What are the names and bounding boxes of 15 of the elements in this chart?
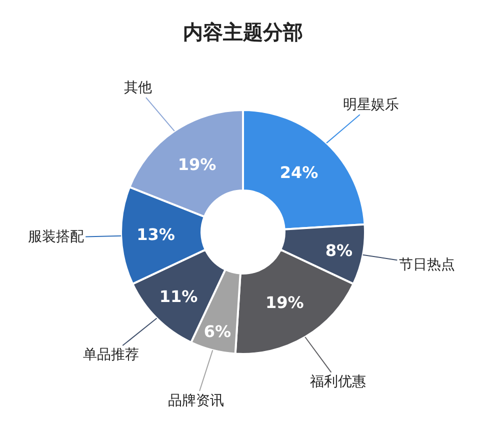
data-label: 19% <box>265 292 304 312</box>
slice-label: 服装搭配 <box>28 229 84 245</box>
slice-label: 品牌资讯 <box>168 393 224 409</box>
slice-label: 节日热点 <box>399 257 455 273</box>
data-label: 19% <box>178 154 216 174</box>
data-label: 6% <box>204 322 232 342</box>
slice-label: 单品推荐 <box>83 347 139 363</box>
slice-label: 明星娱乐 <box>343 97 399 113</box>
slice-label: 其他 <box>124 80 152 96</box>
chart-title: 内容主题分部 <box>183 20 303 44</box>
data-label: 8% <box>325 240 353 260</box>
data-label: 24% <box>280 162 318 182</box>
data-label: 11% <box>159 286 198 306</box>
data-label: 13% <box>136 225 175 244</box>
slice-label: 福利优惠 <box>310 374 366 390</box>
